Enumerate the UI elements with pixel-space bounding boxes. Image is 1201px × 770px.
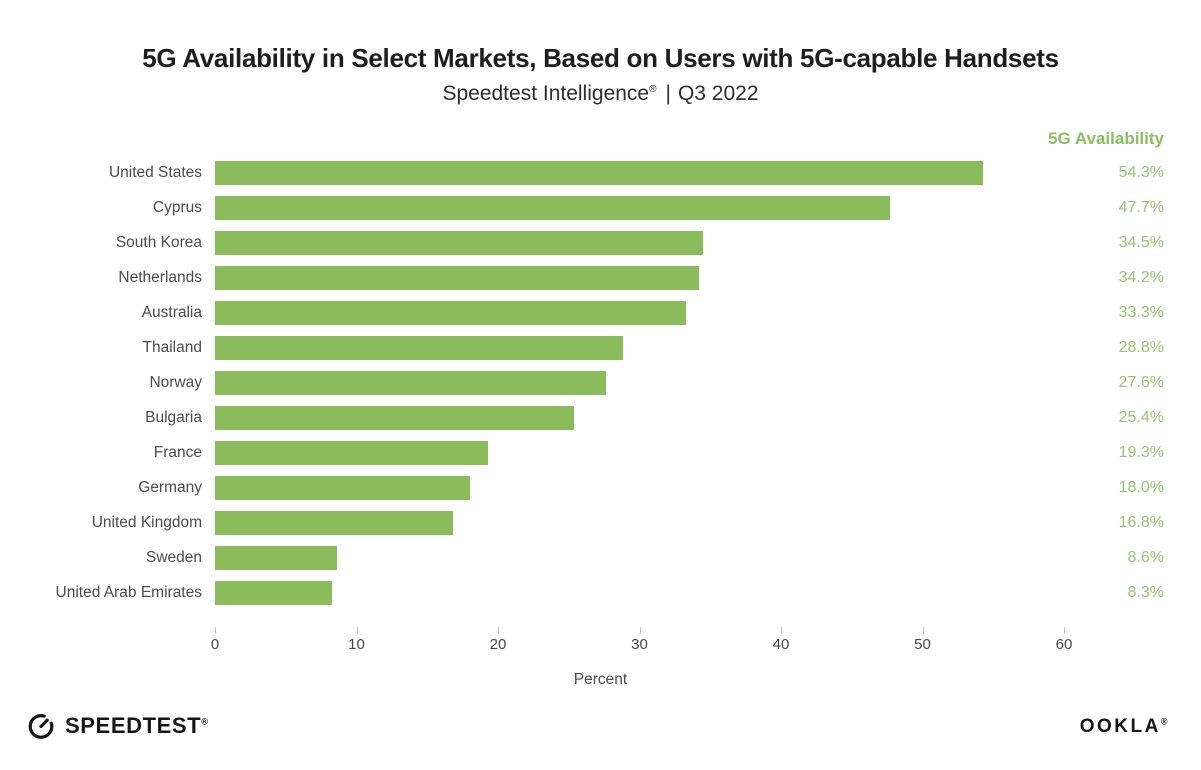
bar bbox=[215, 440, 489, 465]
chart-row: Bulgaria 25.4% bbox=[0, 400, 1201, 435]
chart-row: Cyprus 47.7% bbox=[0, 190, 1201, 225]
speedtest-trademark: ® bbox=[201, 716, 209, 727]
bar bbox=[215, 160, 984, 185]
registered-mark: ® bbox=[649, 84, 657, 95]
chart-title: 5G Availability in Select Markets, Based… bbox=[142, 43, 1059, 73]
bar bbox=[215, 335, 623, 360]
bar-track bbox=[215, 545, 1084, 570]
value-column-header: 5G Availability bbox=[1048, 129, 1164, 148]
bar bbox=[215, 510, 453, 535]
bar bbox=[215, 475, 470, 500]
subtitle-period: Q3 2022 bbox=[677, 82, 759, 105]
value-label: 25.4% bbox=[1118, 408, 1164, 426]
x-tick-label: 50 bbox=[914, 636, 931, 653]
bar-rows: United States 54.3% Cyprus 47.7% South Korea… bbox=[0, 155, 1201, 610]
speedtest-gauge-icon bbox=[28, 714, 54, 739]
category-label: Cyprus bbox=[152, 198, 202, 216]
category-label: United States bbox=[108, 163, 202, 181]
bar-track bbox=[215, 265, 1084, 290]
chart-row: Sweden 8.6% bbox=[0, 540, 1201, 575]
value-label: 8.3% bbox=[1127, 583, 1164, 601]
ookla-wordmark: OOKLA bbox=[1079, 716, 1161, 737]
x-axis: 0 10 20 30 40 50 60 bbox=[211, 627, 1084, 667]
bar-track bbox=[215, 580, 1084, 605]
category-label: Australia bbox=[141, 303, 202, 321]
category-label: Sweden bbox=[145, 548, 202, 566]
value-label: 28.8% bbox=[1118, 338, 1164, 356]
subtitle-brand: Speedtest Intelligence bbox=[442, 82, 650, 105]
bar bbox=[215, 230, 704, 255]
x-tick-label: 60 bbox=[1055, 636, 1073, 653]
value-label: 47.7% bbox=[1118, 198, 1164, 216]
bar-track bbox=[215, 195, 1084, 220]
value-label: 18.0% bbox=[1118, 478, 1164, 496]
chart-row: United States 54.3% bbox=[0, 155, 1201, 190]
x-tick-mark bbox=[922, 627, 924, 634]
value-label: 16.8% bbox=[1118, 513, 1164, 531]
value-label: 34.5% bbox=[1118, 233, 1164, 251]
x-tick-mark bbox=[356, 627, 358, 634]
category-label: Thailand bbox=[142, 338, 202, 356]
x-tick-mark bbox=[1064, 627, 1065, 634]
speedtest-wordmark: SPEEDTEST® bbox=[65, 713, 209, 738]
value-label: 54.3% bbox=[1118, 163, 1164, 181]
bar bbox=[215, 265, 699, 290]
chart-row: United Arab Emirates 8.3% bbox=[0, 575, 1201, 610]
x-tick-label: 0 bbox=[210, 636, 220, 653]
bar-track bbox=[215, 160, 1084, 185]
subtitle-separator: | bbox=[665, 82, 671, 105]
ookla-trademark: ® bbox=[1160, 716, 1170, 727]
category-label: Netherlands bbox=[118, 268, 202, 286]
chart-row: Netherlands 34.2% bbox=[0, 260, 1201, 295]
category-label: Bulgaria bbox=[145, 408, 202, 426]
bar bbox=[215, 300, 687, 325]
x-tick-mark bbox=[498, 627, 499, 634]
bar-track bbox=[215, 440, 1084, 465]
x-tick-label: 40 bbox=[772, 636, 790, 653]
x-axis-title: Percent bbox=[573, 671, 628, 688]
chart-row: France 19.3% bbox=[0, 435, 1201, 470]
bar-track bbox=[215, 370, 1084, 395]
value-label: 8.6% bbox=[1127, 548, 1164, 566]
x-tick-mark bbox=[781, 627, 782, 634]
x-tick-label: 30 bbox=[631, 636, 648, 653]
chart-row: Norway 27.6% bbox=[0, 365, 1201, 400]
value-label: 27.6% bbox=[1118, 373, 1164, 391]
chart-row: United Kingdom 16.8% bbox=[0, 505, 1201, 540]
category-label: United Arab Emirates bbox=[55, 583, 202, 601]
bar-track bbox=[215, 335, 1084, 360]
bar-track bbox=[215, 510, 1084, 535]
x-tick-label: 10 bbox=[348, 636, 365, 653]
ookla-logo: OOKLA® bbox=[1080, 716, 1170, 738]
x-tick-label: 20 bbox=[489, 636, 507, 653]
bar-track bbox=[215, 300, 1084, 325]
chart-row: Australia 33.3% bbox=[0, 295, 1201, 330]
speedtest-logo: SPEEDTEST® bbox=[26, 711, 208, 741]
bar bbox=[215, 405, 575, 430]
chart-row: South Korea 34.5% bbox=[0, 225, 1201, 260]
category-label: United Kingdom bbox=[91, 513, 202, 531]
chart-row: Thailand 28.8% bbox=[0, 330, 1201, 365]
x-tick-mark bbox=[639, 627, 641, 634]
value-label: 19.3% bbox=[1118, 443, 1164, 461]
category-label: Germany bbox=[138, 478, 202, 496]
bar-track bbox=[215, 405, 1084, 430]
value-label: 33.3% bbox=[1118, 303, 1164, 321]
bar bbox=[215, 195, 890, 220]
bar-track bbox=[215, 475, 1084, 500]
category-label: Norway bbox=[149, 373, 202, 391]
category-label: France bbox=[153, 443, 202, 461]
value-label: 34.2% bbox=[1118, 268, 1164, 286]
chart-subtitle: Speedtest Intelligence® | Q3 2022 bbox=[0, 82, 1201, 106]
bar bbox=[215, 580, 333, 605]
chart-row: Germany 18.0% bbox=[0, 470, 1201, 505]
bar bbox=[215, 545, 337, 570]
x-tick-mark bbox=[215, 627, 216, 634]
bar-track bbox=[215, 230, 1084, 255]
category-label: South Korea bbox=[115, 233, 202, 251]
bar bbox=[215, 370, 606, 395]
